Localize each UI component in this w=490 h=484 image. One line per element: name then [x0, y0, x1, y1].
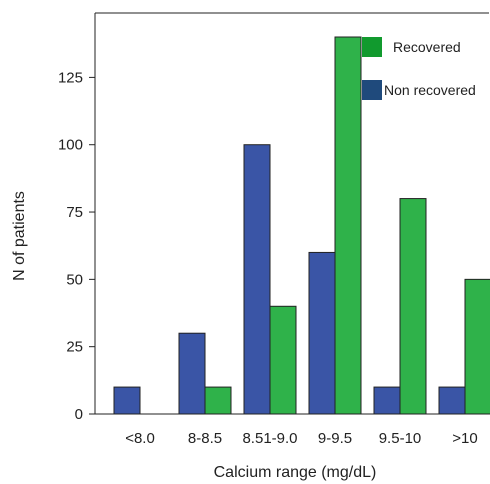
y-tick-label: 25 — [66, 339, 83, 356]
legend-swatch — [362, 37, 382, 57]
y-tick-label: 0 — [75, 406, 83, 423]
bar-recovered — [464, 278, 490, 415]
bar-non-recovered — [178, 332, 206, 415]
x-tick-label: 9.5-10 — [379, 430, 422, 447]
bar-recovered — [204, 386, 232, 415]
y-axis-ticks: 0 25 50 75 100 125 — [58, 69, 95, 423]
x-tick-label: 9-9.5 — [318, 430, 352, 447]
bar-non-recovered — [113, 386, 141, 415]
bar-non-recovered — [308, 251, 336, 415]
x-tick-label: 8-8.5 — [188, 430, 222, 447]
bar-non-recovered — [373, 386, 401, 415]
legend-label: Non recovered — [384, 82, 476, 98]
legend: Recovered Non recovered — [362, 37, 476, 100]
bar-non-recovered — [243, 144, 271, 415]
x-tick-label: >10 — [452, 430, 477, 447]
y-tick-label: 50 — [66, 271, 83, 288]
x-axis-ticks: <8.0 8-8.5 8.51-9.0 9-9.5 9.5-10 >10 — [125, 430, 478, 447]
y-tick-label: 75 — [66, 204, 83, 221]
legend-label: Recovered — [393, 39, 461, 55]
bar-recovered — [269, 305, 297, 415]
x-axis-label: Calcium range (mg/dL) — [214, 464, 377, 481]
bars — [113, 36, 490, 415]
legend-swatch — [362, 80, 382, 100]
y-axis-label: N of patients — [11, 191, 28, 281]
bar-non-recovered — [438, 386, 466, 415]
bar-recovered — [399, 198, 427, 415]
y-tick-label: 100 — [58, 137, 83, 154]
y-tick-label: 125 — [58, 69, 83, 86]
bar-recovered — [334, 36, 362, 415]
x-tick-label: <8.0 — [125, 430, 155, 447]
x-tick-label: 8.51-9.0 — [242, 430, 297, 447]
